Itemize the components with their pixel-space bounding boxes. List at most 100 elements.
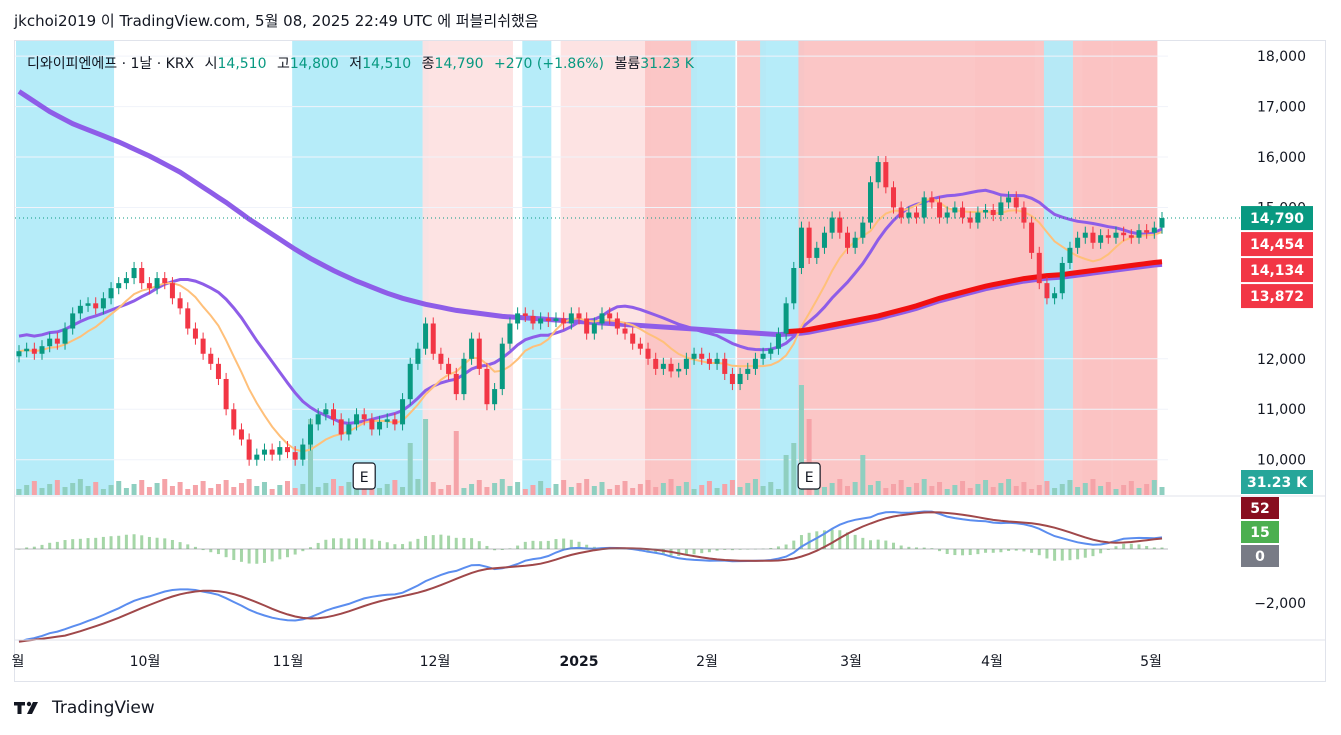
- macd-hist-bar: [362, 538, 366, 549]
- regime-band-1: [292, 41, 429, 495]
- candle-body: [929, 197, 935, 203]
- candle-body: [645, 348, 651, 359]
- macd-hist-bar: [1053, 549, 1057, 561]
- candle-body: [960, 207, 966, 218]
- volume-bar: [16, 489, 22, 495]
- volume-bar: [768, 482, 774, 495]
- time-tick-label: 2월: [696, 654, 718, 670]
- candle-body: [1067, 247, 1073, 263]
- volume-bar: [1090, 479, 1096, 495]
- candle-body: [277, 447, 283, 455]
- volume-badge-label: 31.23 K: [1247, 475, 1308, 491]
- macd-hist-bar: [193, 546, 197, 549]
- legend-symbol[interactable]: 디와이피엔에프 · 1날 · KRX: [27, 56, 195, 72]
- legend-high-label: 고: [276, 56, 290, 72]
- volume-bar: [844, 486, 850, 495]
- candle-body: [200, 338, 206, 354]
- tradingview-logo[interactable]: TradingView: [14, 698, 155, 718]
- macd-hist-bar: [792, 540, 796, 549]
- brand-name: TradingView: [52, 698, 155, 718]
- legend-open: 14,510: [217, 56, 267, 72]
- macd-hist-bar: [1114, 546, 1118, 549]
- candle-body: [438, 353, 444, 364]
- legend-low-label: 저: [349, 56, 363, 72]
- candle-body: [967, 217, 973, 223]
- candle-body: [146, 283, 152, 289]
- macd-signal-line: [18, 511, 1163, 643]
- volume-bar: [1121, 485, 1127, 495]
- volume-bar: [553, 484, 559, 495]
- volume-bar: [706, 481, 712, 495]
- volume-bar: [967, 488, 973, 495]
- volume-bar: [200, 481, 206, 495]
- candle-body: [192, 328, 198, 339]
- macd-hist-bar: [569, 539, 573, 549]
- candle-body: [729, 373, 735, 385]
- macd-hist-bar: [853, 534, 857, 549]
- volume-bar: [1151, 480, 1157, 495]
- candle-body: [944, 212, 950, 218]
- volume-bar: [292, 488, 298, 495]
- volume-bar: [461, 488, 467, 495]
- macd-hist-bar: [301, 549, 305, 552]
- volume-bar: [891, 484, 897, 495]
- macd-hist-bar: [109, 536, 113, 549]
- volume-bar: [177, 482, 183, 495]
- macd-hist-bar: [907, 546, 911, 549]
- volume-bar: [1105, 482, 1111, 495]
- macd-hist-bar: [769, 547, 773, 549]
- candle-body: [676, 368, 682, 372]
- volume-bar: [238, 483, 244, 495]
- volume-bar: [914, 483, 920, 495]
- candle-body: [1021, 207, 1027, 223]
- macd-hist-bar: [117, 535, 121, 549]
- volume-bar: [584, 479, 590, 495]
- volume-bar: [1052, 488, 1058, 495]
- price-badge-0: 14,790: [1241, 206, 1313, 231]
- volume-bar: [1128, 481, 1134, 495]
- price-badge-1: 14,454: [1241, 232, 1313, 257]
- volume-bar: [775, 489, 781, 495]
- macd-hist-bar: [822, 530, 826, 549]
- macd-hist-bar: [845, 532, 849, 549]
- macd-histogram: [17, 529, 1164, 564]
- volume-bar: [1159, 487, 1165, 495]
- volume-bar: [937, 482, 943, 495]
- macd-hist-bar: [147, 536, 151, 549]
- volume-bar: [522, 489, 528, 495]
- candle-body: [377, 421, 383, 430]
- volume-bar: [300, 484, 306, 495]
- macd-line: [18, 510, 1163, 643]
- candle-body: [798, 227, 804, 268]
- candle-body: [683, 358, 689, 369]
- macd-hist-bar: [1091, 549, 1095, 557]
- macd-hist-bar: [938, 549, 942, 552]
- candle-body: [1136, 230, 1142, 238]
- macd-hist-bar: [723, 549, 727, 550]
- volume-bar: [77, 479, 83, 495]
- macd-hist-bar: [209, 549, 213, 553]
- volume-bar: [430, 482, 436, 495]
- candle-body: [760, 353, 766, 359]
- volume-bar: [24, 485, 30, 495]
- macd-hist-bar: [991, 549, 995, 553]
- macd-hist-bar: [815, 531, 819, 549]
- volume-bar: [515, 482, 521, 495]
- candle-body: [139, 268, 145, 284]
- volume-bar: [538, 481, 544, 495]
- macd-hist-bar: [63, 540, 67, 549]
- macd-hist-bar: [892, 542, 896, 549]
- macd-hist-bar: [132, 534, 136, 549]
- macd-hist-bar: [401, 544, 405, 549]
- macd-hist-bar: [270, 549, 274, 562]
- volume-bar: [400, 487, 406, 495]
- volume-bars: [16, 385, 1165, 495]
- candle-body: [292, 452, 298, 460]
- candle-body: [614, 318, 620, 329]
- candle-body: [630, 333, 636, 344]
- candle-body: [806, 227, 812, 258]
- volume-bar: [192, 485, 198, 495]
- volume-bar: [568, 487, 574, 495]
- macd-hist-bar: [1014, 549, 1018, 551]
